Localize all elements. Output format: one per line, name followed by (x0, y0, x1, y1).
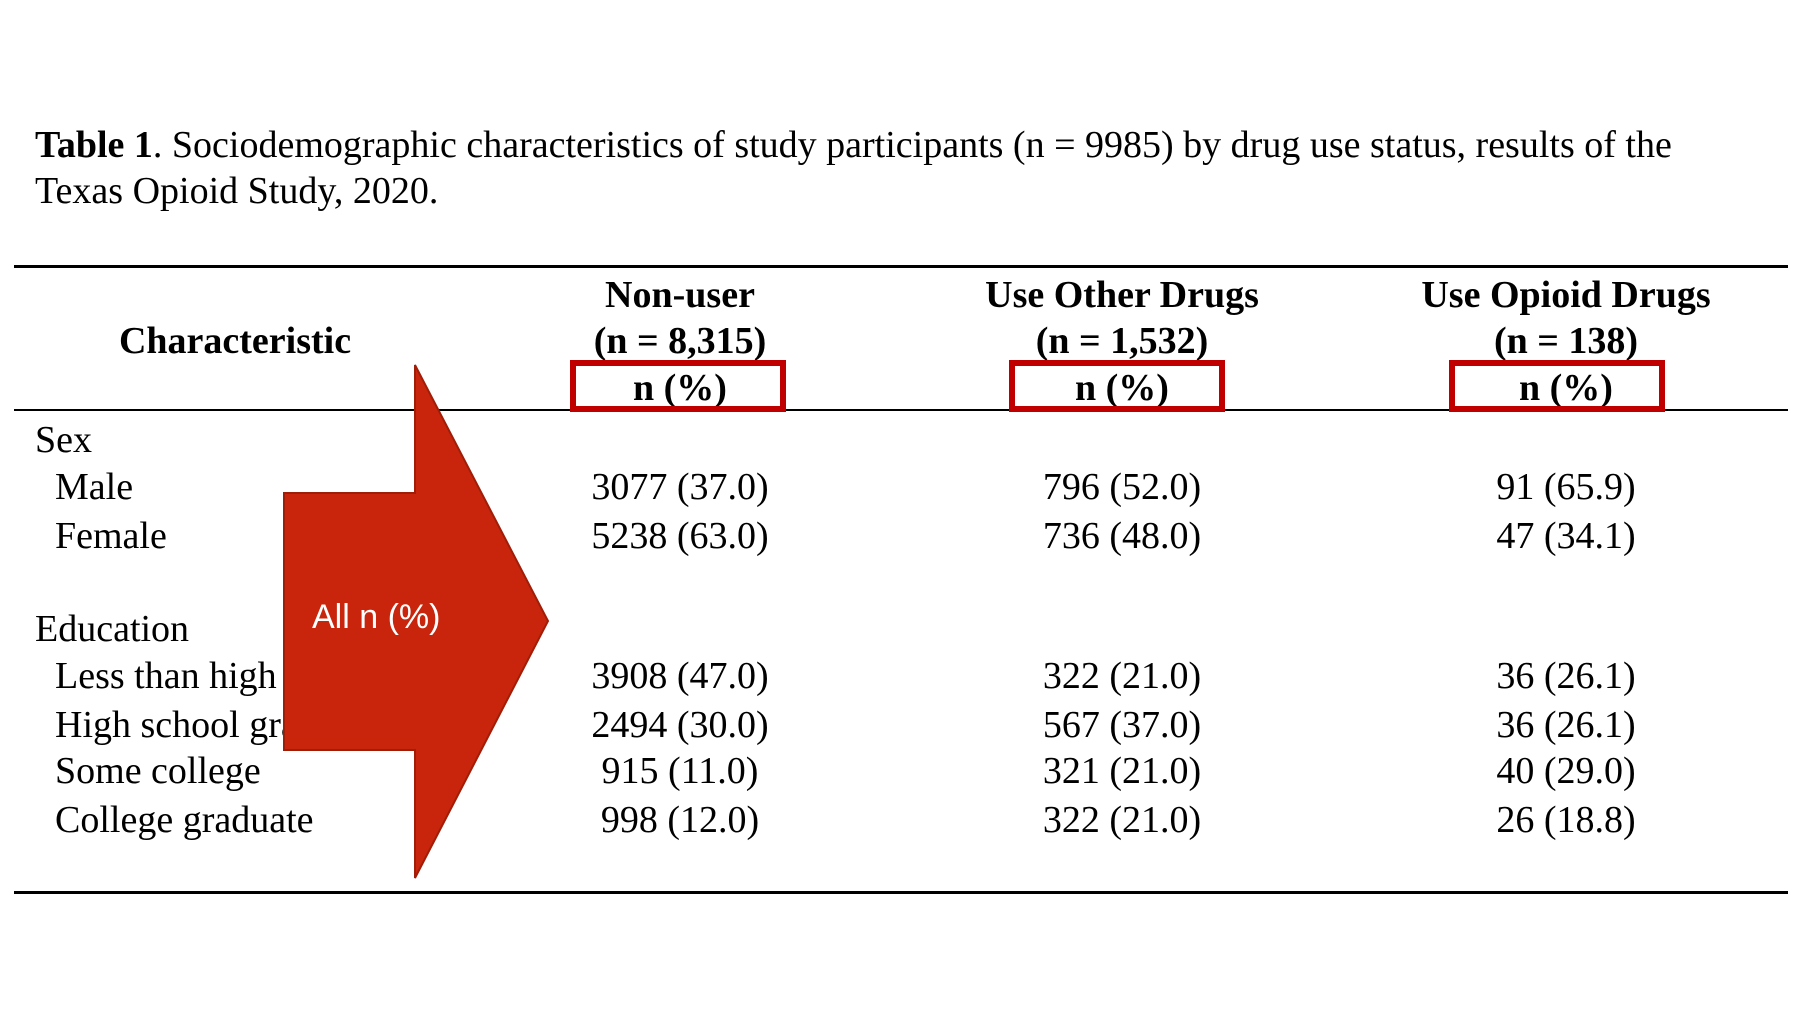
highlight-box-non-user (570, 360, 786, 412)
highlight-box-opioid-drugs (1449, 360, 1665, 412)
table-cell: 3077 (37.0) (591, 466, 769, 508)
table-cell: 91 (65.9) (1496, 466, 1636, 508)
section-title-education: Education (35, 608, 190, 650)
column-n: (n = 138) (1493, 320, 1639, 362)
table-bottom-rule (14, 891, 1788, 894)
characteristic-header: Characteristic (118, 320, 352, 362)
row-label-female: Female (55, 515, 167, 557)
row-label-college-graduate: College graduate (55, 799, 314, 841)
unit-label-non-user: n (%) (633, 367, 727, 409)
table-cell: 36 (26.1) (1496, 704, 1636, 746)
table-top-rule (14, 265, 1788, 268)
column-header-non-user: Non-user (n = 8,315) (470, 272, 890, 364)
column-name: Non-user (605, 274, 755, 316)
section-title-sex: Sex (35, 419, 92, 461)
highlight-box-other-drugs (1009, 360, 1225, 412)
table-cell: 915 (11.0) (601, 750, 759, 792)
table-cell: 40 (29.0) (1496, 750, 1636, 792)
unit-label-opioid-drugs: n (%) (1519, 367, 1613, 409)
table-cell: 321 (21.0) (1042, 750, 1202, 792)
row-label-some-college: Some college (55, 750, 261, 792)
table-cell: 3908 (47.0) (591, 655, 769, 697)
table-cell: 26 (18.8) (1496, 799, 1636, 841)
row-label-male: Male (55, 466, 134, 508)
table-header-rule (14, 409, 1788, 411)
table-cell: 5238 (63.0) (591, 515, 769, 557)
right-arrow-shape (283, 364, 550, 879)
column-header-other-drugs: Use Other Drugs (n = 1,532) (912, 272, 1332, 364)
table-cell: 36 (26.1) (1496, 655, 1636, 697)
table-cell: 796 (52.0) (1042, 466, 1202, 508)
table-cell: 736 (48.0) (1042, 515, 1202, 557)
table-caption-text: . Sociodemographic characteristics of st… (35, 124, 1672, 212)
table-cell: 322 (21.0) (1042, 655, 1202, 697)
unit-label-other-drugs: n (%) (1075, 367, 1169, 409)
table-caption: Table 1. Sociodemographic characteristic… (35, 122, 1755, 214)
column-n: (n = 1,532) (1035, 320, 1209, 362)
arrow-label: All n (%) (312, 598, 441, 636)
table-cell: 47 (34.1) (1496, 515, 1636, 557)
column-name: Use Opioid Drugs (1421, 274, 1711, 316)
table-cell: 567 (37.0) (1042, 704, 1202, 746)
column-n: (n = 8,315) (593, 320, 767, 362)
table-cell: 998 (12.0) (600, 799, 760, 841)
table-cell: 322 (21.0) (1042, 799, 1202, 841)
table-caption-label: Table 1 (35, 124, 153, 166)
column-header-opioid-drugs: Use Opioid Drugs (n = 138) (1356, 272, 1776, 364)
column-name: Use Other Drugs (985, 274, 1259, 316)
table-cell: 2494 (30.0) (591, 704, 769, 746)
